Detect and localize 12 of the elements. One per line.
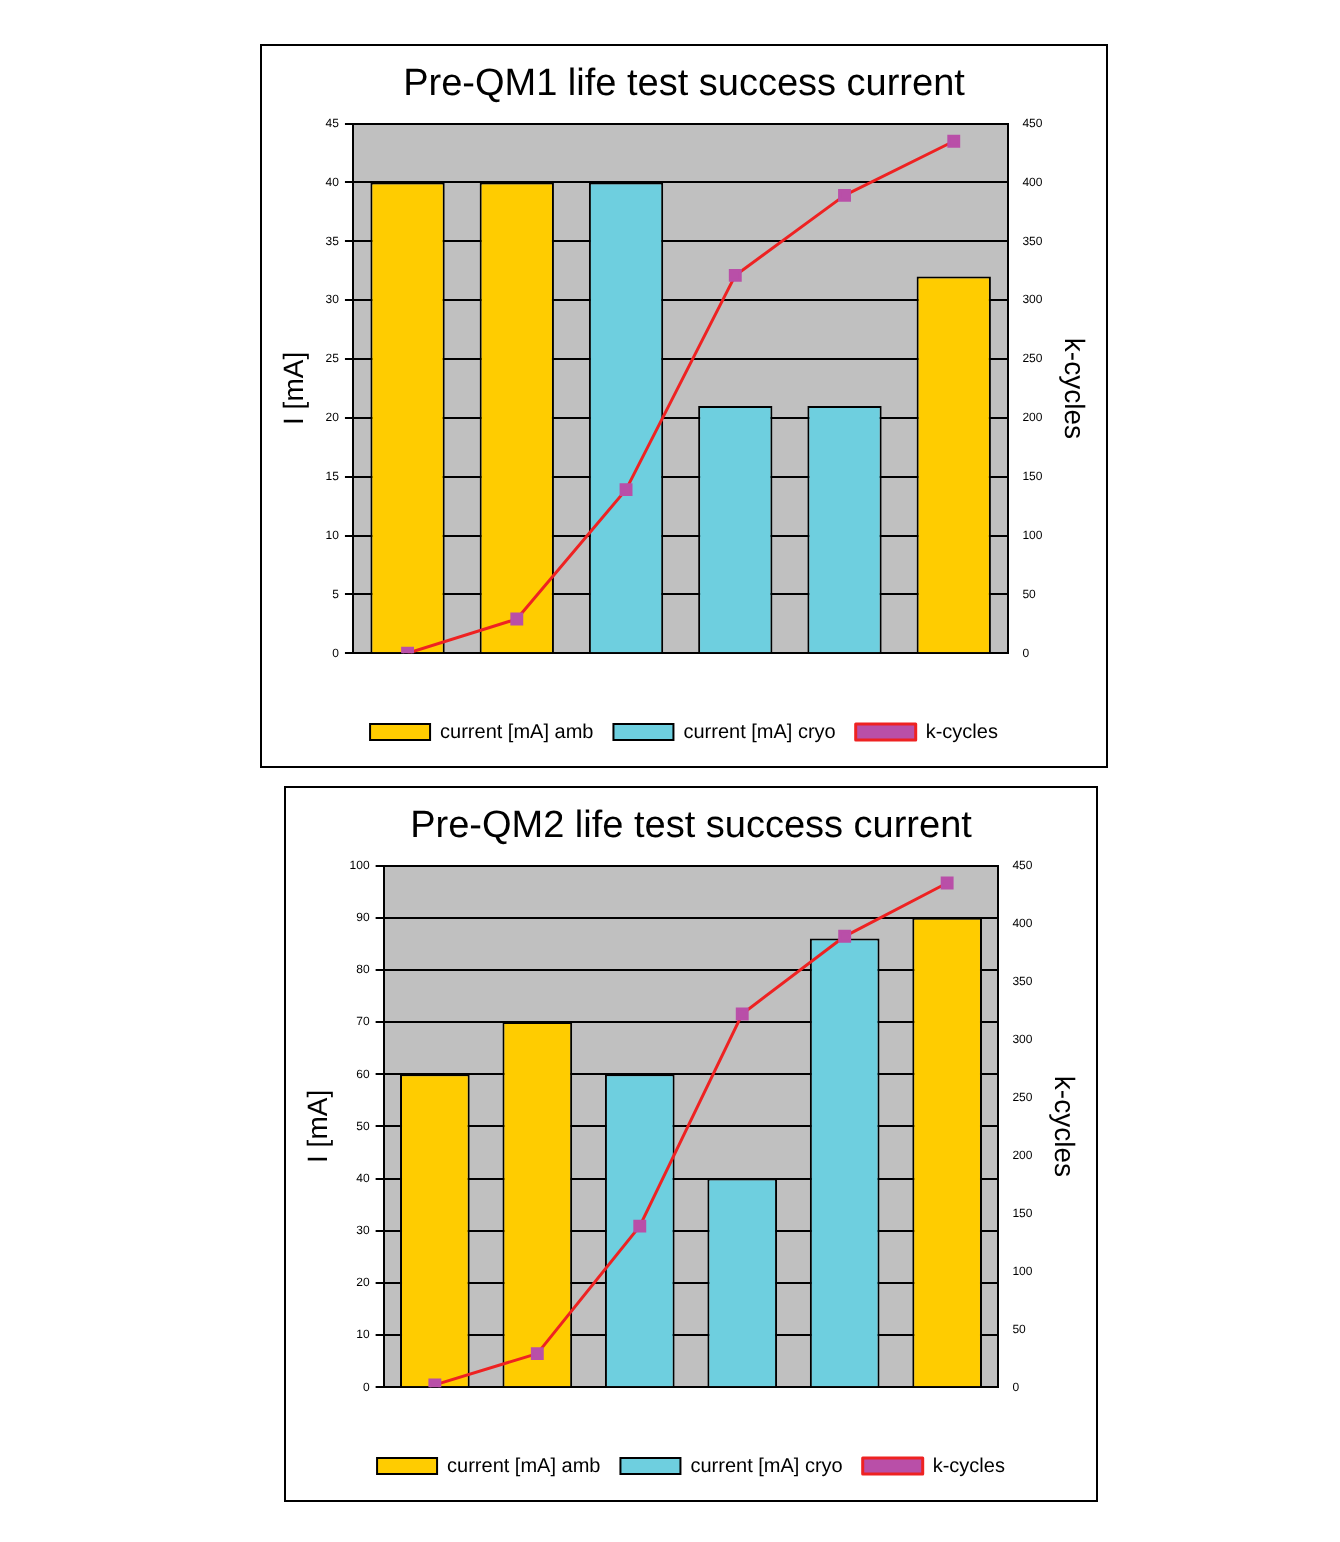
y2-axis-title: k-cycles <box>1059 337 1092 439</box>
legend-label: current [mA] cryo <box>683 721 837 744</box>
y2-axis-title: k-cycles <box>1049 1075 1082 1177</box>
chart-title: Pre-QM1 life test success current <box>403 63 967 106</box>
chart-title: Pre-QM2 life test success current <box>410 805 974 848</box>
legend-label: k-cycles <box>925 721 998 744</box>
legend-label: current [mA] cryo <box>690 1455 844 1478</box>
y-axis-title: I [mA] <box>300 1089 333 1163</box>
legend-label: current [mA] amb <box>440 721 595 744</box>
y-axis-title: I [mA] <box>276 351 309 425</box>
legend-label: k-cycles <box>932 1455 1005 1478</box>
legend-label: current [mA] amb <box>447 1455 602 1478</box>
